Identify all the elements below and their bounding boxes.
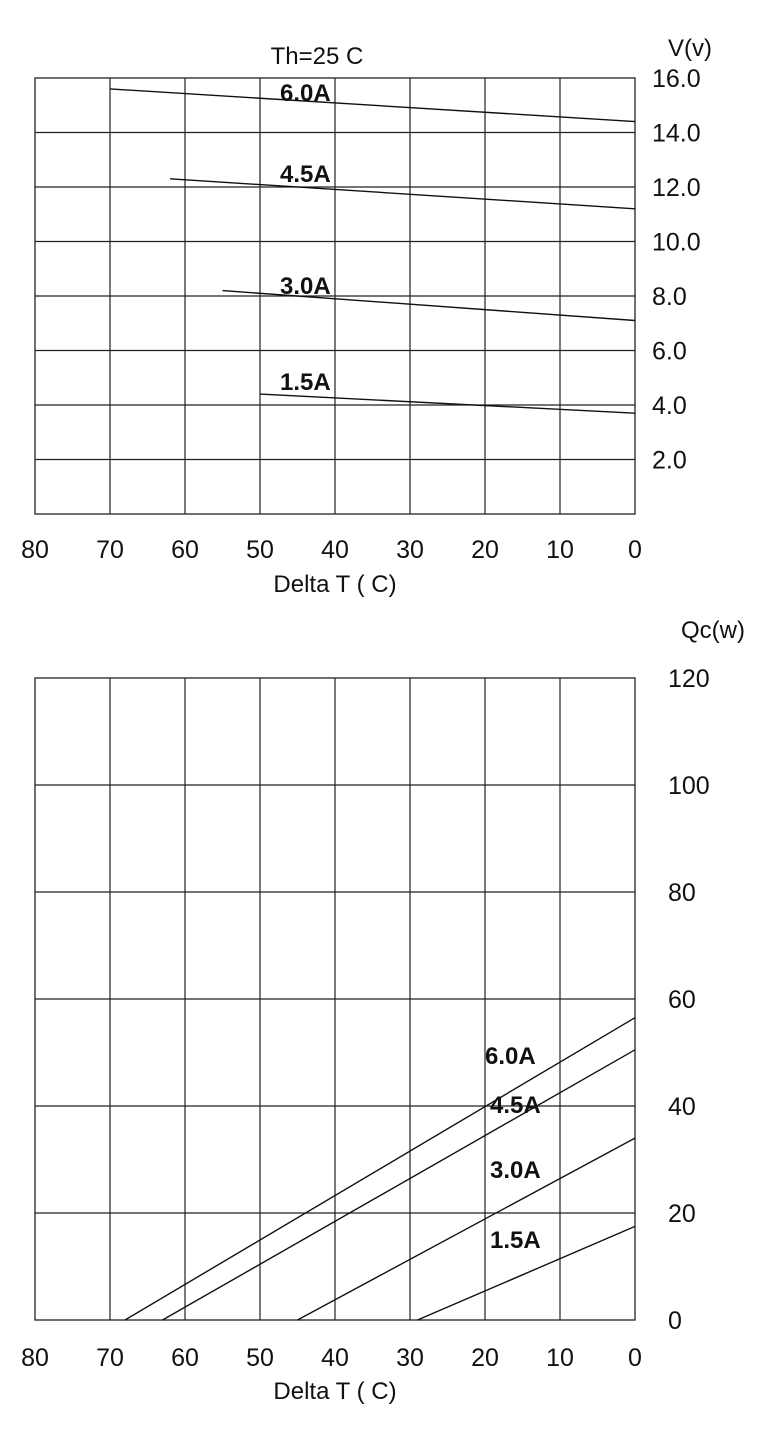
series-label: 4.5A [490, 1092, 541, 1119]
y-tick-label: 10.0 [652, 229, 701, 257]
series-label: 3.0A [280, 273, 331, 300]
y-axis-label: Qc(w) [681, 617, 745, 644]
y-tick-label: 40 [668, 1093, 696, 1121]
x-tick-label: 70 [96, 536, 124, 564]
chart-title: Th=25 C [271, 43, 364, 70]
voltage-chart: 80 70 60 50 40 30 20 10 0 2.0 4.0 6.0 8.0 10.0 12.0 14.… [21, 35, 712, 598]
x-tick-label: 50 [246, 1344, 274, 1372]
x-tick-label: 10 [546, 1344, 574, 1372]
x-tick-label: 30 [396, 536, 424, 564]
y-tick-label: 14.0 [652, 120, 701, 148]
y-axis-label: V(v) [668, 35, 712, 62]
x-tick-label: 20 [471, 1344, 499, 1372]
series-line [124, 1017, 636, 1321]
series-line [162, 1049, 636, 1321]
y-tick-label: 80 [668, 879, 696, 907]
x-tick-label: 80 [21, 1344, 49, 1372]
x-tick-label: 40 [321, 536, 349, 564]
x-tick-label: 10 [546, 536, 574, 564]
series-line [222, 289, 636, 322]
y-tick-label: 60 [668, 986, 696, 1014]
x-tick-label: 70 [96, 1344, 124, 1372]
x-tick-label: 30 [396, 1344, 424, 1372]
x-tick-label: 20 [471, 536, 499, 564]
x-tick-label: 80 [21, 536, 49, 564]
y-tick-label: 0 [668, 1307, 682, 1335]
x-axis-label: Delta T ( C) [273, 1378, 396, 1405]
series-label: 1.5A [280, 369, 331, 396]
series-line [259, 393, 636, 414]
y-tick-label: 100 [668, 772, 710, 800]
series-line [109, 88, 636, 123]
series-label: 6.0A [485, 1043, 536, 1070]
series-line [297, 1137, 636, 1321]
series-line [169, 178, 636, 210]
series-line [417, 1225, 636, 1321]
y-tick-label: 12.0 [652, 174, 701, 202]
series-label: 4.5A [280, 161, 331, 188]
series-label: 1.5A [490, 1227, 541, 1254]
y-tick-label: 16.0 [652, 65, 701, 93]
x-tick-label: 40 [321, 1344, 349, 1372]
x-axis-label: Delta T ( C) [273, 571, 396, 598]
y-tick-label: 8.0 [652, 283, 687, 311]
y-tick-label: 4.0 [652, 392, 687, 420]
y-tick-label: 6.0 [652, 338, 687, 366]
x-tick-label: 0 [628, 1344, 642, 1372]
series-label: 6.0A [280, 80, 331, 107]
y-tick-label: 2.0 [652, 447, 687, 475]
x-tick-label: 60 [171, 536, 199, 564]
y-tick-label: 120 [668, 665, 710, 693]
x-tick-label: 0 [628, 536, 642, 564]
series-label: 3.0A [490, 1157, 541, 1184]
x-tick-label: 50 [246, 536, 274, 564]
y-tick-label: 20 [668, 1200, 696, 1228]
x-tick-label: 60 [171, 1344, 199, 1372]
